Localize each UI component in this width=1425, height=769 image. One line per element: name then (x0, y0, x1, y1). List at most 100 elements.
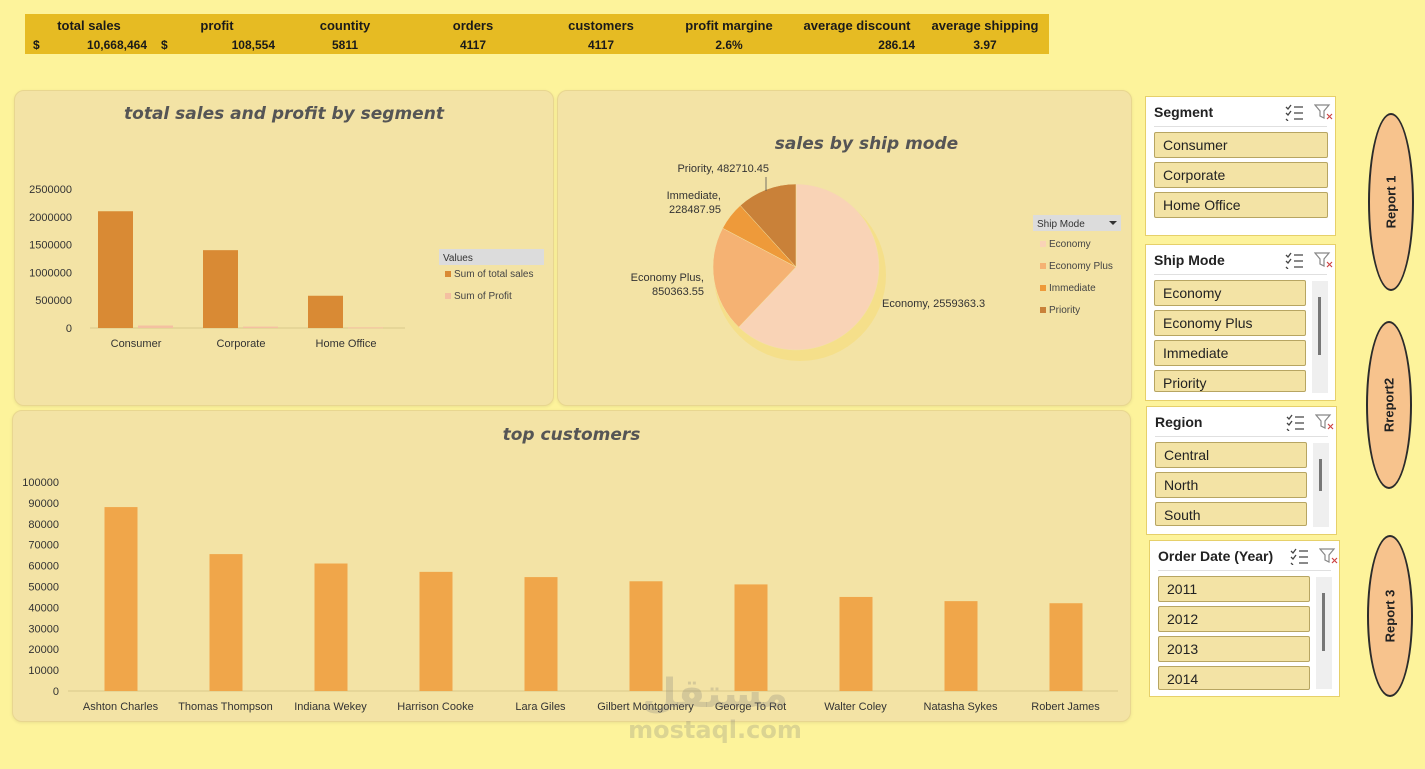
slicer-item-corporate[interactable]: Corporate (1154, 162, 1328, 188)
multi-select-icon[interactable] (1284, 251, 1304, 269)
bar (104, 507, 138, 691)
y-tick-label: 70000 (28, 540, 59, 552)
slicer-item-economy[interactable]: Economy (1154, 280, 1306, 306)
kpi-label: profit margine (685, 18, 773, 33)
kpi-label: total sales (57, 18, 121, 33)
y-tick-label: 1500000 (29, 240, 72, 252)
slicer-item-2014[interactable]: 2014 (1158, 666, 1310, 690)
kpi-average-discount: average discount 286.14 (793, 14, 921, 54)
slicer-title: Order Date (Year) (1158, 548, 1274, 564)
report-label: Rreport2 (1381, 377, 1397, 433)
report-label: Report 3 (1382, 589, 1398, 643)
slicer-item-priority[interactable]: Priority (1154, 370, 1306, 392)
x-tick-label: Consumer (111, 338, 162, 350)
legend-label: Economy (1049, 239, 1091, 250)
y-tick-label: 60000 (28, 561, 59, 573)
ship-mode-slicer: Ship Mode Economy Economy Plus Immediate… (1145, 244, 1336, 401)
slicer-header: Region (1155, 407, 1334, 437)
kpi-label: average discount (803, 18, 911, 33)
bar-sales (203, 250, 238, 328)
slicer-item-immediate[interactable]: Immediate (1154, 340, 1306, 366)
kpi-orders: orders 4117 (409, 14, 537, 54)
slicer-item-2013[interactable]: 2013 (1158, 636, 1310, 662)
segment-chart-svg: 2500000 2000000 1500000 1000000 500000 0 Consu… (29, 184, 544, 350)
kpi-total-sales: total sales $ 10,668,464 (25, 14, 153, 54)
clear-filter-icon[interactable] (1314, 251, 1334, 269)
slicer-item-home-office[interactable]: Home Office (1154, 192, 1328, 218)
kpi-value: 286.14 (878, 38, 915, 52)
kpi-label: countity (319, 18, 371, 33)
slicer-item-central[interactable]: Central (1155, 442, 1307, 468)
clear-filter-icon[interactable] (1315, 413, 1335, 431)
legend-swatch (445, 293, 451, 299)
bar (734, 584, 768, 691)
order-date-slicer: Order Date (Year) 2011 2012 2013 2014 (1149, 540, 1340, 697)
segment-slicer: Segment Consumer Corporate Home Office (1145, 96, 1336, 236)
multi-select-icon[interactable] (1289, 547, 1309, 565)
bar (944, 601, 978, 691)
chart-title: total sales and profit by segment (124, 104, 444, 124)
clear-filter-icon[interactable] (1319, 547, 1339, 565)
kpi-average-shipping: average shipping 3.97 (921, 14, 1049, 54)
legend-title: Ship Mode (1037, 219, 1085, 230)
bar-profit (348, 327, 383, 329)
clear-filter-icon[interactable] (1314, 103, 1334, 121)
scrollbar[interactable] (1316, 577, 1332, 689)
report-2-button[interactable]: Rreport2 (1366, 321, 1412, 489)
x-tick-label: Lara Giles (515, 701, 566, 713)
watermark-arabic: مستقل (641, 671, 789, 717)
scrollbar-thumb[interactable] (1319, 459, 1322, 491)
slicer-item-south[interactable]: South (1155, 502, 1307, 526)
top-customers-panel[interactable]: top customers 100000 90000 80000 70000 60000… (12, 410, 1131, 722)
slicer-item-economy-plus[interactable]: Economy Plus (1154, 310, 1306, 336)
legend-swatch (1040, 263, 1046, 269)
slicer-item-2012[interactable]: 2012 (1158, 606, 1310, 632)
report-1-button[interactable]: Report 1 (1368, 113, 1414, 291)
slicer-header: Order Date (Year) (1158, 541, 1338, 571)
scrollbar-thumb[interactable] (1322, 593, 1325, 651)
kpi-label: orders (452, 18, 494, 33)
y-tick-label: 500000 (35, 295, 72, 307)
x-tick-label: Walter Coley (824, 701, 887, 713)
kpi-customers: customers 4117 (537, 14, 665, 54)
slicer-item-consumer[interactable]: Consumer (1154, 132, 1328, 158)
bar-sales (308, 295, 343, 328)
slicer-item-north[interactable]: North (1155, 472, 1307, 498)
pie-data-label: Economy Plus, 850363.55 (631, 272, 704, 298)
dropdown-arrow-icon (1109, 221, 1117, 225)
multi-select-icon[interactable] (1284, 103, 1304, 121)
chart-title: sales by ship mode (774, 134, 959, 154)
y-tick-label: 50000 (28, 582, 59, 594)
kpi-value: 4117 (587, 38, 615, 52)
scrollbar-thumb[interactable] (1318, 297, 1321, 355)
ship-mode-chart-panel[interactable]: sales by ship mode Economy, 2559363.3 Eco… (557, 90, 1132, 406)
kpi-value: 3.97 (973, 38, 997, 52)
scrollbar[interactable] (1313, 443, 1329, 527)
report-3-button[interactable]: Report 3 (1367, 535, 1413, 697)
kpi-banner: total sales $ 10,668,464 profit $ 108,55… (25, 14, 1049, 54)
x-tick-label: Robert James (1031, 701, 1100, 713)
scrollbar[interactable] (1312, 281, 1328, 393)
slicer-item-2011[interactable]: 2011 (1158, 576, 1310, 602)
y-tick-label: 0 (66, 323, 72, 335)
x-tick-label: Gilbert Montgomery (597, 701, 694, 713)
y-tick-label: 30000 (28, 623, 59, 635)
kpi-value: 5811 (331, 38, 359, 52)
y-tick-label: 80000 (28, 519, 59, 531)
legend-swatch (445, 271, 451, 277)
bar-profit (138, 325, 173, 328)
watermark-logo: مستقل mostaql.com (620, 672, 810, 762)
multi-select-icon[interactable] (1285, 413, 1305, 431)
bar (524, 577, 558, 691)
bar-sales (98, 211, 133, 328)
kpi-currency: $ (161, 38, 168, 52)
pie-slice-economy (738, 183, 880, 351)
segment-chart-panel[interactable]: total sales and profit by segment 250000… (14, 90, 554, 406)
pie-slice-economy-plus (712, 227, 797, 328)
bar (1049, 603, 1083, 691)
top-customers-chart-svg: 1000009000080000700006000050000400003000… (22, 477, 1118, 713)
bar (629, 581, 663, 691)
y-tick-label: 20000 (28, 644, 59, 656)
slicer-title: Segment (1154, 104, 1214, 120)
kpi-profit: profit $ 108,554 (153, 14, 281, 54)
